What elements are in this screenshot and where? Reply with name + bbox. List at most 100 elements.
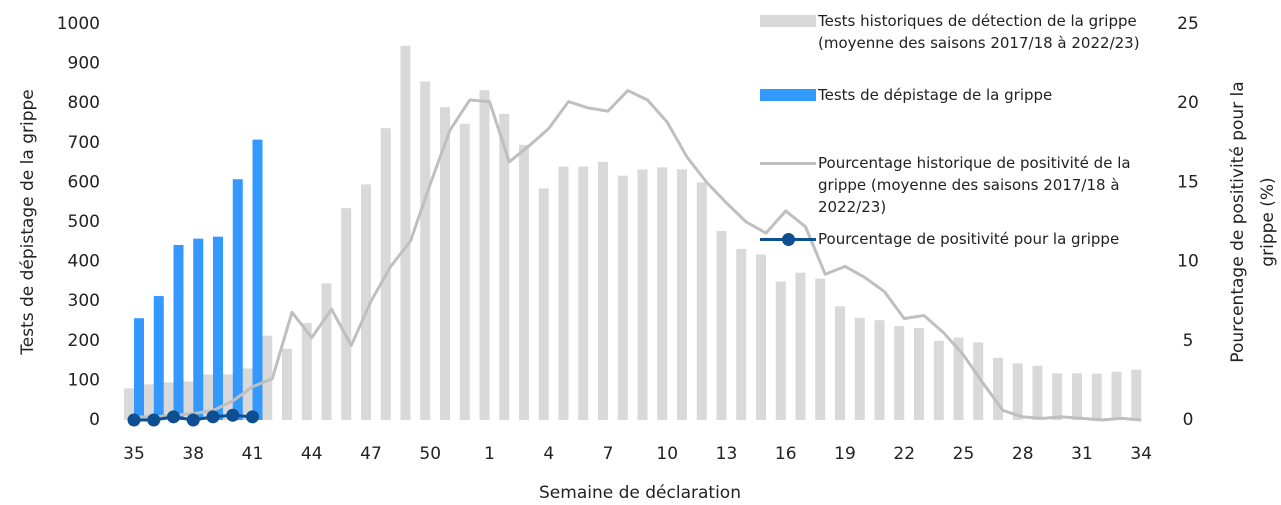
- point: [206, 410, 220, 424]
- x-tick-label: 22: [893, 444, 915, 464]
- y-tick-label: 100: [68, 370, 100, 390]
- bar: [420, 81, 431, 421]
- bar: [183, 381, 194, 420]
- bar: [578, 166, 589, 420]
- bar: [252, 139, 263, 420]
- y2-axis-title: grippe (%): [1258, 177, 1278, 266]
- legend-swatch: [760, 15, 816, 27]
- legend-label: Tests de dépistage de la grippe: [818, 86, 1053, 104]
- bar: [213, 236, 223, 420]
- bar: [558, 166, 569, 420]
- bar: [222, 374, 233, 420]
- bar: [282, 348, 292, 420]
- bar: [242, 368, 253, 420]
- x-tick-label: 16: [775, 444, 797, 464]
- y2-tick-label: 20: [1177, 93, 1199, 113]
- x-tick-label: 7: [603, 444, 614, 464]
- bar: [163, 382, 174, 420]
- bar: [341, 208, 352, 420]
- x-tick-label: 47: [360, 444, 382, 464]
- y-tick-label: 0: [89, 410, 100, 430]
- bar: [973, 342, 984, 420]
- bar: [321, 283, 332, 420]
- y-tick-label: 500: [68, 212, 100, 232]
- bar: [400, 45, 411, 420]
- bar: [124, 388, 134, 420]
- bar: [953, 337, 964, 420]
- bar: [173, 244, 184, 420]
- bar: [993, 357, 1003, 420]
- x-tick-label: 31: [1071, 444, 1093, 464]
- line: [134, 89, 1142, 422]
- x-tick-label: 44: [301, 444, 323, 464]
- x-tick-label: 35: [123, 444, 145, 464]
- bar: [894, 326, 905, 420]
- bar: [835, 306, 845, 420]
- bar: [815, 278, 826, 420]
- bar: [617, 175, 628, 420]
- y-tick-label: 300: [68, 291, 100, 311]
- y-tick-label: 800: [68, 93, 100, 113]
- x-tick-label: 41: [242, 444, 264, 464]
- bar: [598, 161, 608, 421]
- point: [147, 413, 161, 427]
- point: [226, 408, 240, 422]
- bar: [499, 113, 510, 420]
- legend-swatch: [760, 89, 816, 101]
- bar: [479, 90, 490, 420]
- y-tick-label: 1000: [57, 14, 100, 34]
- bar: [143, 384, 154, 420]
- bar: [193, 238, 204, 420]
- bar: [696, 182, 707, 420]
- legend-label: Pourcentage historique de positivité de …: [818, 154, 1131, 216]
- bar: [736, 248, 747, 420]
- bar: [874, 320, 885, 420]
- bar: [775, 281, 786, 420]
- point: [186, 413, 200, 427]
- x-axis-title: Semaine de déclaration: [539, 483, 741, 503]
- bar: [440, 107, 450, 420]
- bar: [459, 123, 470, 421]
- x-tick-label: 25: [953, 444, 975, 464]
- x-tick-label: 1: [484, 444, 495, 464]
- bar: [153, 296, 164, 420]
- bar: [1012, 363, 1023, 420]
- bar: [538, 188, 549, 420]
- bar: [1032, 365, 1043, 420]
- legend-swatch: [760, 162, 816, 165]
- bar: [1131, 369, 1142, 420]
- bar: [519, 144, 529, 420]
- point: [167, 410, 180, 424]
- bar: [933, 340, 944, 420]
- x-tick-label: 4: [543, 444, 554, 464]
- x-tick-label: 19: [834, 444, 856, 464]
- legend-label: Tests historiques de détection de la gri…: [818, 12, 1140, 52]
- y2-tick-label: 0: [1183, 410, 1194, 430]
- bar: [232, 179, 243, 420]
- bar: [262, 335, 273, 420]
- y-tick-label: 900: [68, 54, 100, 74]
- bar: [657, 167, 668, 420]
- y2-tick-label: 5: [1183, 331, 1194, 351]
- x-tick-label: 50: [419, 444, 441, 464]
- bar: [854, 317, 865, 420]
- y-tick-label: 600: [68, 172, 100, 192]
- bar: [677, 169, 687, 420]
- bar: [361, 184, 371, 420]
- y-tick-label: 400: [68, 252, 100, 272]
- bar: [1111, 371, 1122, 420]
- y2-tick-label: 10: [1177, 252, 1199, 272]
- point: [246, 410, 259, 424]
- bar: [716, 231, 727, 420]
- y-axis-title: Tests de dépistage de la grippe: [18, 89, 38, 356]
- bar: [1052, 373, 1063, 420]
- point: [127, 413, 141, 427]
- y2-axis-title: Pourcentage de positivité pour la: [1228, 81, 1248, 362]
- x-tick-label: 10: [656, 444, 678, 464]
- legend-marker: [782, 233, 795, 246]
- y2-tick-label: 25: [1177, 14, 1199, 34]
- x-tick-label: 13: [716, 444, 738, 464]
- bar: [134, 318, 144, 420]
- x-tick-label: 34: [1130, 444, 1152, 464]
